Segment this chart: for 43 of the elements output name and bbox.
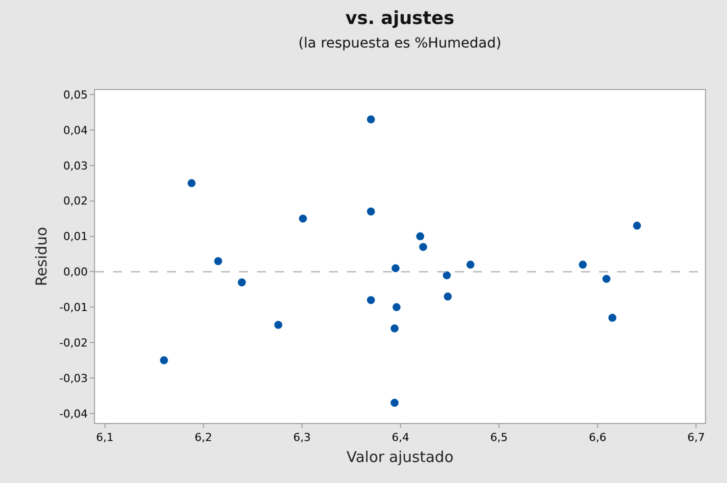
- point: [442, 271, 451, 280]
- y-tick-label: 0,01: [63, 230, 88, 244]
- point: [444, 292, 452, 301]
- point: [366, 296, 375, 304]
- x-tick-label: 6,5: [490, 431, 508, 444]
- point: [390, 324, 399, 332]
- point: [419, 242, 428, 251]
- point: [214, 257, 222, 266]
- point: [392, 303, 401, 312]
- chart-subtitle: (la respuesta es %Humedad): [298, 36, 502, 52]
- point: [390, 398, 399, 407]
- y-tick-label: 0,03: [63, 159, 88, 172]
- point: [466, 260, 474, 269]
- y-tick-label: -0,01: [59, 301, 88, 314]
- point: [160, 356, 168, 364]
- point: [188, 179, 196, 188]
- x-tick-label: 6,4: [392, 431, 410, 444]
- point: [274, 320, 282, 329]
- y-axis-title: Residuo: [32, 226, 51, 286]
- point: [366, 208, 375, 216]
- point: [633, 222, 641, 230]
- y-tick-label: 0,00: [63, 266, 88, 279]
- point: [578, 260, 587, 269]
- x-tick-label: 6,7: [687, 431, 705, 444]
- y-tick-label: -0,02: [59, 336, 88, 350]
- point: [298, 214, 307, 223]
- x-tick-label: 6,2: [194, 431, 212, 444]
- y-tick-label: -0,03: [59, 372, 88, 385]
- y-tick-label: 0,05: [63, 88, 88, 102]
- y-tick-label: 0,02: [63, 194, 88, 208]
- y-tick-label: 0,04: [63, 124, 88, 137]
- point: [392, 264, 400, 272]
- point: [602, 274, 610, 283]
- chart-title: vs. ajustes: [345, 8, 454, 30]
- point: [608, 314, 616, 322]
- x-axis-title: Valor ajustado: [346, 448, 454, 466]
- x-tick-label: 6,3: [293, 431, 311, 444]
- point: [416, 232, 424, 240]
- point: [366, 115, 375, 124]
- point: [238, 278, 246, 286]
- x-tick-label: 6,1: [96, 431, 114, 444]
- x-tick-label: 6,6: [588, 431, 606, 444]
- y-tick-label: -0,04: [59, 407, 88, 420]
